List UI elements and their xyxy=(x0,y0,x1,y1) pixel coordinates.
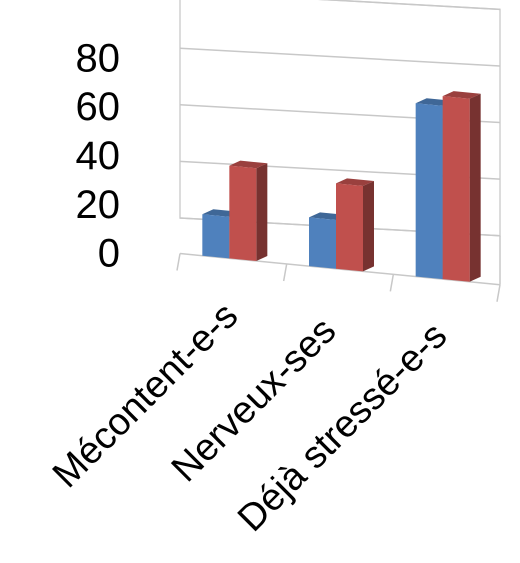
bar-front xyxy=(229,165,257,261)
y-tick-label: 40 xyxy=(76,134,121,178)
bar xyxy=(229,160,268,261)
bar-side xyxy=(469,93,481,282)
bar xyxy=(336,178,374,272)
bar-front xyxy=(202,214,230,259)
bars xyxy=(202,91,481,282)
x-axis-tick xyxy=(282,263,288,282)
bar-top xyxy=(229,160,268,169)
bar-front xyxy=(442,96,470,282)
gridline xyxy=(317,0,501,11)
bar-front xyxy=(309,217,336,269)
y-tick-label: 60 xyxy=(76,85,121,129)
gridline xyxy=(179,47,501,67)
x-axis-tick xyxy=(389,274,395,292)
bar-front xyxy=(415,103,443,280)
x-category-label: Déjà stressé-e-s xyxy=(230,315,455,540)
bar-top xyxy=(336,178,374,186)
y-tick-label: 0 xyxy=(98,232,120,276)
bar-top xyxy=(442,91,481,99)
y-tick-label: 20 xyxy=(76,183,121,227)
y-tick-label: 80 xyxy=(76,36,121,80)
bar xyxy=(442,91,481,282)
x-axis-tick xyxy=(176,253,181,271)
bar-side xyxy=(363,180,374,272)
y-axis-tick-labels: 0 20 40 60 80 xyxy=(76,36,121,275)
bar-side xyxy=(256,163,268,261)
x-axis-tick xyxy=(496,284,501,302)
bar-front xyxy=(336,183,363,272)
